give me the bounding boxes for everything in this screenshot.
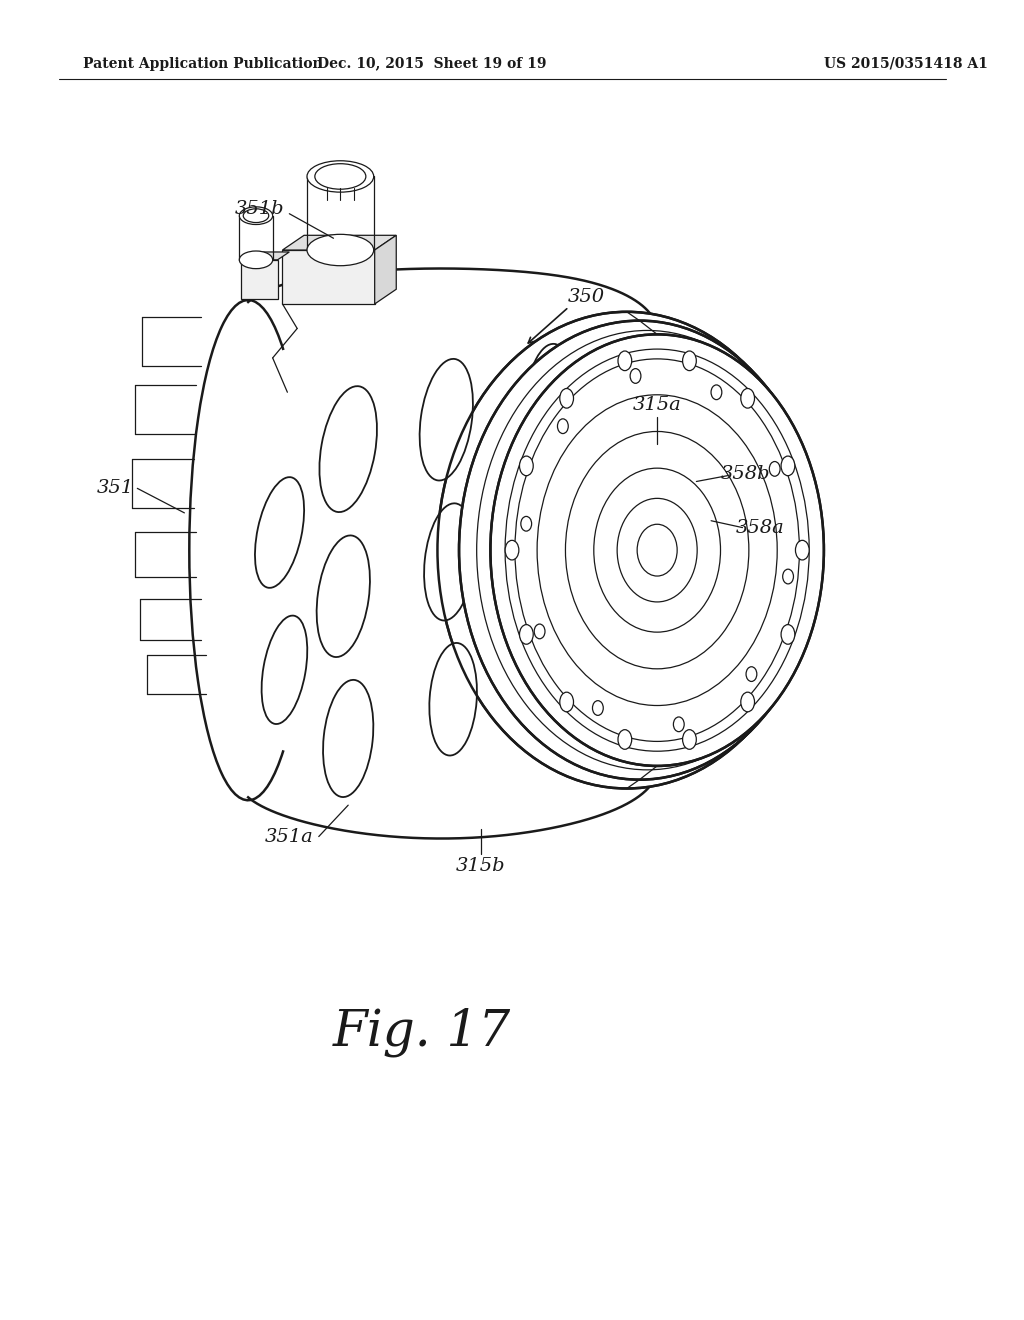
Text: 315a: 315a — [633, 396, 682, 414]
Ellipse shape — [531, 483, 577, 591]
Ellipse shape — [535, 624, 545, 639]
Ellipse shape — [319, 387, 377, 512]
Ellipse shape — [420, 359, 473, 480]
Polygon shape — [242, 252, 290, 260]
Polygon shape — [242, 260, 278, 300]
Ellipse shape — [459, 321, 820, 780]
Ellipse shape — [307, 161, 374, 193]
Polygon shape — [375, 235, 396, 304]
Ellipse shape — [796, 540, 809, 560]
Text: 358b: 358b — [721, 465, 770, 483]
Ellipse shape — [560, 692, 573, 711]
Text: 350: 350 — [568, 288, 605, 306]
Text: 358a: 358a — [736, 519, 784, 537]
Ellipse shape — [618, 351, 632, 371]
Text: 351a: 351a — [265, 828, 313, 846]
Ellipse shape — [505, 540, 519, 560]
Ellipse shape — [316, 536, 370, 657]
Ellipse shape — [521, 516, 531, 531]
Ellipse shape — [782, 569, 794, 583]
Ellipse shape — [437, 312, 816, 788]
Ellipse shape — [490, 334, 824, 766]
Ellipse shape — [769, 462, 780, 477]
Ellipse shape — [536, 616, 579, 723]
Ellipse shape — [781, 624, 795, 644]
Ellipse shape — [740, 692, 755, 711]
Text: Fig. 17: Fig. 17 — [333, 1008, 511, 1057]
Ellipse shape — [323, 680, 374, 797]
Ellipse shape — [307, 235, 374, 265]
Text: Dec. 10, 2015  Sheet 19 of 19: Dec. 10, 2015 Sheet 19 of 19 — [316, 57, 547, 71]
Ellipse shape — [683, 730, 696, 750]
Ellipse shape — [429, 643, 477, 755]
Ellipse shape — [240, 251, 272, 269]
Text: US 2015/0351418 A1: US 2015/0351418 A1 — [824, 57, 988, 71]
Ellipse shape — [630, 368, 641, 383]
Ellipse shape — [557, 418, 568, 433]
Ellipse shape — [525, 345, 573, 457]
Ellipse shape — [683, 351, 696, 371]
Ellipse shape — [618, 730, 632, 750]
Polygon shape — [283, 249, 375, 304]
Ellipse shape — [560, 388, 573, 408]
Ellipse shape — [746, 667, 757, 681]
Text: 351: 351 — [97, 479, 134, 498]
Text: 351b: 351b — [236, 199, 285, 218]
Ellipse shape — [781, 457, 795, 475]
Ellipse shape — [424, 503, 474, 620]
Ellipse shape — [240, 207, 272, 224]
Text: Patent Application Publication: Patent Application Publication — [83, 57, 323, 71]
Ellipse shape — [593, 701, 603, 715]
Text: 315b: 315b — [456, 857, 506, 875]
Ellipse shape — [674, 717, 684, 731]
Polygon shape — [283, 235, 396, 249]
Ellipse shape — [261, 615, 307, 725]
Ellipse shape — [255, 477, 304, 587]
Ellipse shape — [519, 457, 534, 475]
Ellipse shape — [740, 388, 755, 408]
Ellipse shape — [519, 624, 534, 644]
Ellipse shape — [711, 385, 722, 400]
